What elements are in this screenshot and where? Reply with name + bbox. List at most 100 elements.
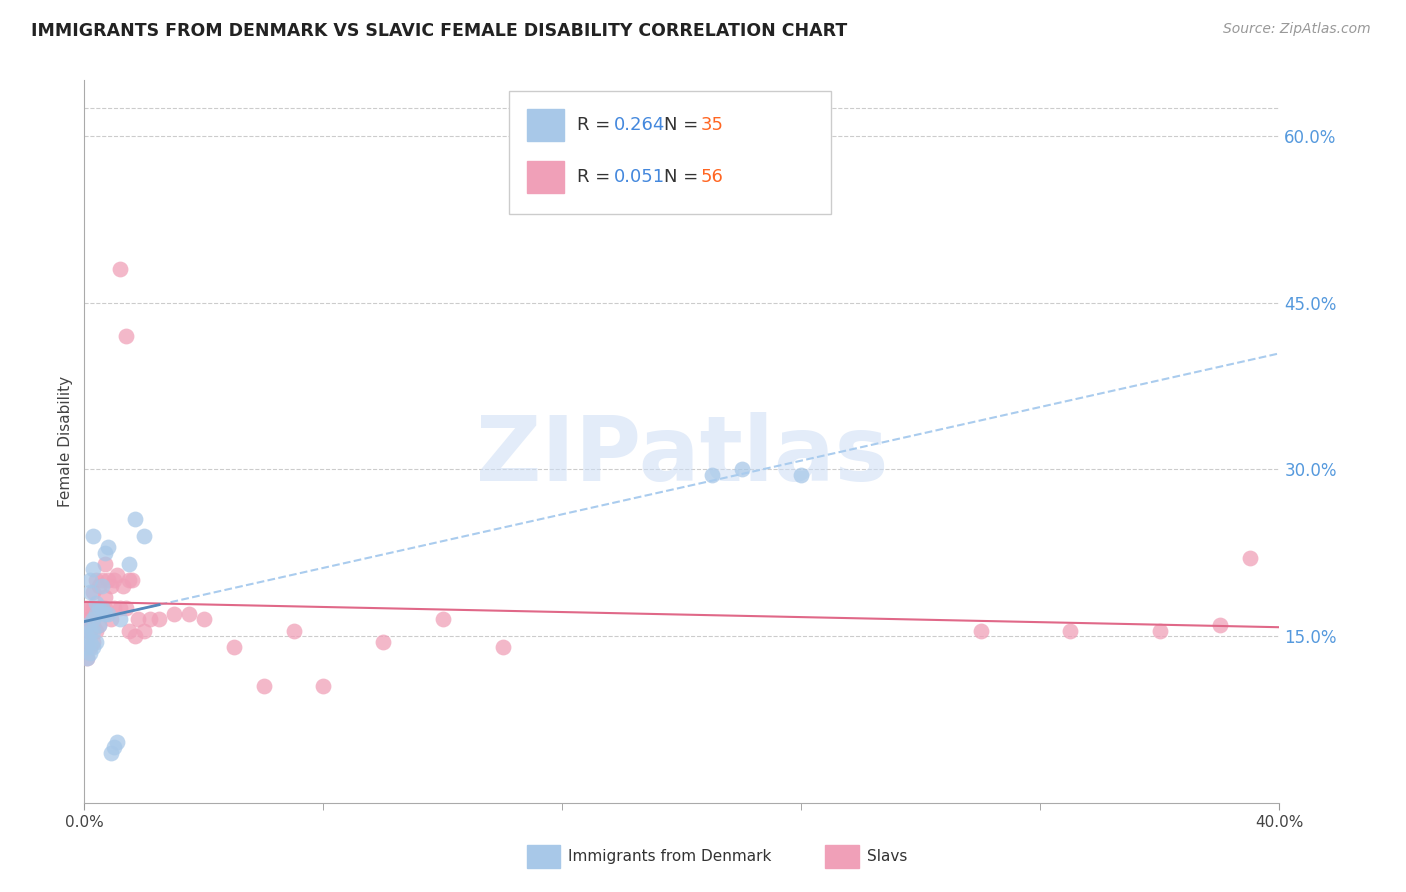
Point	[94, 590, 117, 604]
FancyBboxPatch shape	[527, 161, 564, 193]
Point	[253, 679, 276, 693]
FancyBboxPatch shape	[509, 91, 831, 214]
Point	[86, 607, 108, 621]
Text: IMMIGRANTS FROM DENMARK VS SLAVIC FEMALE DISABILITY CORRELATION CHART: IMMIGRANTS FROM DENMARK VS SLAVIC FEMALE…	[31, 22, 848, 40]
Point	[86, 596, 108, 610]
Point	[373, 634, 395, 648]
Point	[124, 512, 146, 526]
Point	[700, 467, 723, 482]
Point	[132, 529, 156, 543]
Point	[76, 618, 98, 632]
Point	[79, 584, 101, 599]
Point	[105, 568, 128, 582]
Point	[103, 740, 125, 755]
Point	[94, 557, 117, 571]
Point	[163, 607, 186, 621]
Point	[89, 579, 111, 593]
Point	[86, 624, 108, 638]
Point	[1059, 624, 1081, 638]
Point	[110, 262, 132, 277]
Text: Slavs: Slavs	[868, 849, 907, 864]
Text: 0.264: 0.264	[614, 116, 665, 134]
Text: 56: 56	[702, 168, 724, 186]
FancyBboxPatch shape	[527, 109, 564, 141]
Point	[100, 579, 122, 593]
Point	[110, 612, 132, 626]
Point	[89, 601, 111, 615]
Point	[82, 601, 104, 615]
Text: N =: N =	[664, 116, 704, 134]
Point	[94, 546, 117, 560]
Point	[82, 634, 104, 648]
Point	[121, 574, 143, 588]
Point	[76, 612, 98, 626]
Point	[177, 607, 200, 621]
Point	[97, 607, 120, 621]
Point	[1149, 624, 1171, 638]
Point	[82, 618, 104, 632]
Point	[82, 612, 104, 626]
Point	[148, 612, 170, 626]
Point	[103, 574, 125, 588]
Point	[97, 574, 120, 588]
Point	[91, 601, 114, 615]
Point	[97, 540, 120, 554]
Point	[127, 612, 149, 626]
FancyBboxPatch shape	[527, 845, 560, 868]
Text: ZIPatlas: ZIPatlas	[475, 412, 889, 500]
Point	[89, 618, 111, 632]
Point	[94, 607, 117, 621]
Point	[76, 640, 98, 655]
Point	[82, 529, 104, 543]
Point	[132, 624, 156, 638]
Point	[91, 601, 114, 615]
Point	[790, 467, 813, 482]
Point	[222, 640, 245, 655]
Point	[82, 584, 104, 599]
Text: R =: R =	[576, 168, 616, 186]
Point	[115, 329, 138, 343]
Point	[118, 557, 141, 571]
Point	[76, 651, 98, 665]
Text: Source: ZipAtlas.com: Source: ZipAtlas.com	[1223, 22, 1371, 37]
Point	[79, 612, 101, 626]
Point	[82, 562, 104, 576]
Point	[118, 624, 141, 638]
Point	[79, 624, 101, 638]
Point	[89, 618, 111, 632]
Point	[89, 601, 111, 615]
Text: 35: 35	[702, 116, 724, 134]
Point	[110, 601, 132, 615]
Point	[86, 607, 108, 621]
Point	[105, 734, 128, 748]
Text: R =: R =	[576, 116, 616, 134]
Point	[76, 624, 98, 638]
Point	[124, 629, 146, 643]
Point	[103, 601, 125, 615]
Point	[731, 462, 754, 476]
Point	[79, 634, 101, 648]
Point	[118, 574, 141, 588]
Point	[492, 640, 515, 655]
FancyBboxPatch shape	[825, 845, 859, 868]
Text: N =: N =	[664, 168, 704, 186]
Point	[100, 746, 122, 760]
Point	[76, 601, 98, 615]
Point	[76, 640, 98, 655]
Point	[1209, 618, 1232, 632]
Point	[94, 601, 117, 615]
Point	[79, 640, 101, 655]
Point	[79, 601, 101, 615]
Point	[79, 574, 101, 588]
Point	[193, 612, 215, 626]
Point	[86, 574, 108, 588]
Point	[79, 646, 101, 660]
Point	[79, 624, 101, 638]
Point	[91, 574, 114, 588]
Point	[76, 629, 98, 643]
Point	[112, 579, 135, 593]
Point	[100, 612, 122, 626]
Text: 0.051: 0.051	[614, 168, 665, 186]
Text: Immigrants from Denmark: Immigrants from Denmark	[568, 849, 772, 864]
Point	[312, 679, 335, 693]
